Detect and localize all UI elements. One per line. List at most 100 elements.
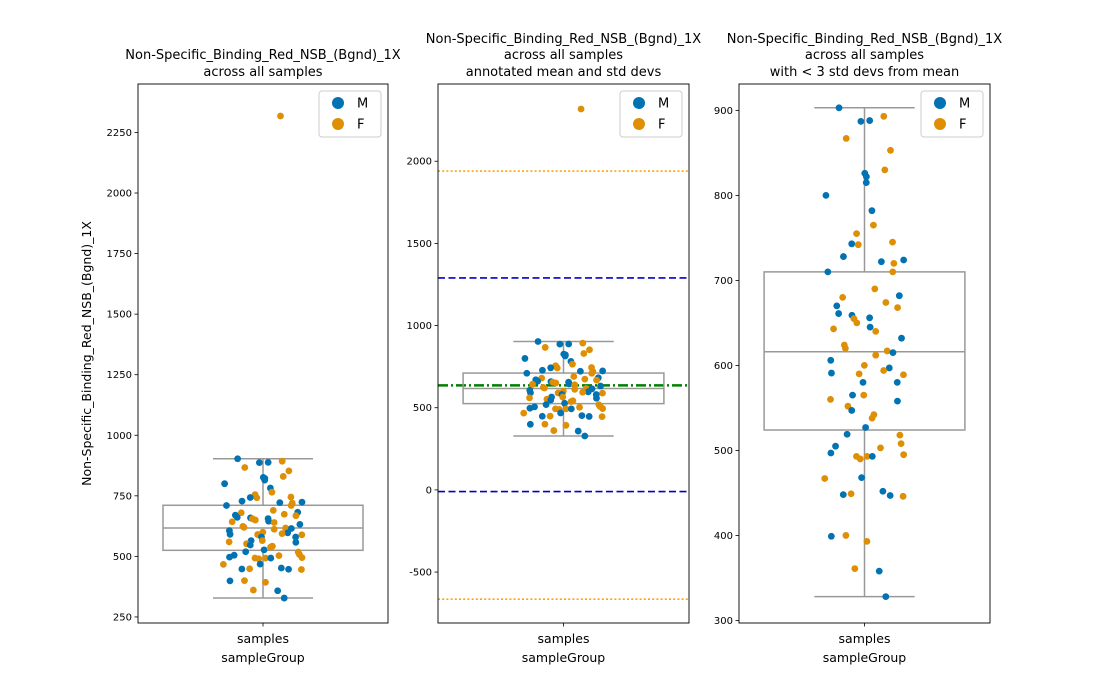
data-point-F (900, 371, 907, 379)
y-tick-label: 300 (714, 616, 733, 627)
data-point-F (262, 578, 269, 586)
data-point-F (880, 112, 888, 120)
y-tick-label: 1750 (107, 249, 132, 260)
y-tick-label: 2000 (107, 189, 132, 200)
data-point-F (571, 385, 579, 393)
data-point-M (296, 521, 304, 528)
data-point-M (827, 449, 835, 457)
data-point-F (900, 451, 908, 459)
data-point-M (521, 355, 529, 362)
data-point-F (298, 554, 306, 561)
y-tick-label: 750 (113, 491, 132, 502)
data-point-F (586, 346, 593, 354)
chart-panel-all-samples: Non-Specific_Binding_Red_NSB_(Bgnd)_1Xac… (79, 48, 401, 665)
data-point-F (890, 259, 898, 267)
data-point-F (863, 537, 871, 545)
data-point-M (848, 407, 856, 414)
data-point-M (866, 323, 874, 331)
data-point-F (830, 325, 837, 333)
x-axis-label: sampleGroup (522, 650, 606, 665)
data-point-M (898, 334, 905, 342)
data-point-M (292, 538, 300, 546)
data-point-F (228, 518, 236, 526)
data-point-M (862, 179, 870, 187)
data-point-F (579, 339, 587, 347)
y-tick-label: 250 (113, 612, 132, 623)
data-point-F (872, 327, 880, 335)
data-point-M (242, 548, 250, 556)
data-point-M (868, 207, 876, 215)
data-point-F (541, 420, 549, 428)
data-point-M (868, 452, 876, 460)
legend-label-M: M (658, 97, 669, 112)
data-point-F (562, 421, 570, 429)
legend-marker-M (332, 97, 344, 109)
legend: MF (318, 90, 382, 138)
data-point-M (277, 564, 285, 572)
data-point-F (298, 531, 306, 539)
y-tick-label: 1000 (107, 431, 132, 442)
data-point-M (849, 391, 856, 399)
chart-title-line: annotated mean and std devs (466, 65, 662, 80)
data-point-F (579, 388, 587, 396)
legend-marker-M (934, 97, 946, 109)
data-point-M (261, 476, 269, 484)
data-point-F (546, 412, 554, 420)
data-point-M (246, 494, 254, 501)
data-point-M (260, 546, 268, 554)
data-point-F (839, 293, 847, 301)
data-point-F (593, 376, 600, 384)
data-point-F (541, 344, 549, 351)
data-point-F (827, 396, 834, 403)
data-point-F (278, 457, 286, 465)
data-point-M (255, 459, 263, 467)
data-point-F (225, 538, 233, 546)
data-point-M (886, 492, 894, 499)
y-tick-label: 900 (714, 106, 733, 117)
data-point-M (267, 554, 275, 562)
data-point-M (877, 258, 885, 266)
y-tick-label: 0 (426, 485, 432, 496)
data-point-M (822, 191, 830, 199)
data-point-M (238, 565, 246, 573)
data-point-M (221, 480, 228, 488)
legend-label-F: F (658, 118, 665, 133)
data-point-F (897, 440, 905, 448)
box-iqr (763, 271, 966, 431)
y-tick-label: -500 (409, 568, 432, 579)
data-point-F (880, 367, 888, 374)
data-point-F (298, 566, 305, 573)
data-point-M (893, 379, 901, 386)
data-point-F (870, 221, 877, 229)
data-point-F (279, 473, 287, 480)
legend: MF (619, 90, 683, 138)
data-point-F (882, 299, 890, 306)
data-point-F (599, 389, 606, 397)
data-point-M (824, 268, 832, 276)
data-point-F (863, 452, 871, 460)
data-point-M (827, 356, 835, 364)
y-tick-label: 1500 (107, 310, 132, 321)
data-point-F (842, 135, 850, 142)
y-tick-label: 1500 (407, 239, 432, 250)
data-point-F (553, 364, 561, 372)
data-point-F (855, 370, 863, 378)
data-point-M (298, 498, 306, 506)
data-point-M (885, 364, 893, 372)
data-point-M (274, 587, 282, 595)
data-point-F (246, 565, 254, 573)
data-point-F (240, 523, 248, 531)
data-point-F (262, 554, 269, 562)
data-point-F (270, 519, 278, 526)
data-point-F (270, 525, 278, 533)
y-tick-label: 2000 (407, 157, 432, 168)
data-point-F (550, 427, 558, 434)
data-point-F (598, 413, 606, 421)
data-point-F (269, 506, 277, 514)
data-point-M (862, 424, 869, 431)
data-point-F (552, 379, 560, 387)
data-point-M (567, 405, 575, 413)
chart-title-line: Non-Specific_Binding_Red_NSB_(Bgnd)_1X (426, 32, 702, 47)
y-tick-label: 700 (714, 276, 733, 287)
y-tick-label: 1250 (107, 370, 132, 381)
